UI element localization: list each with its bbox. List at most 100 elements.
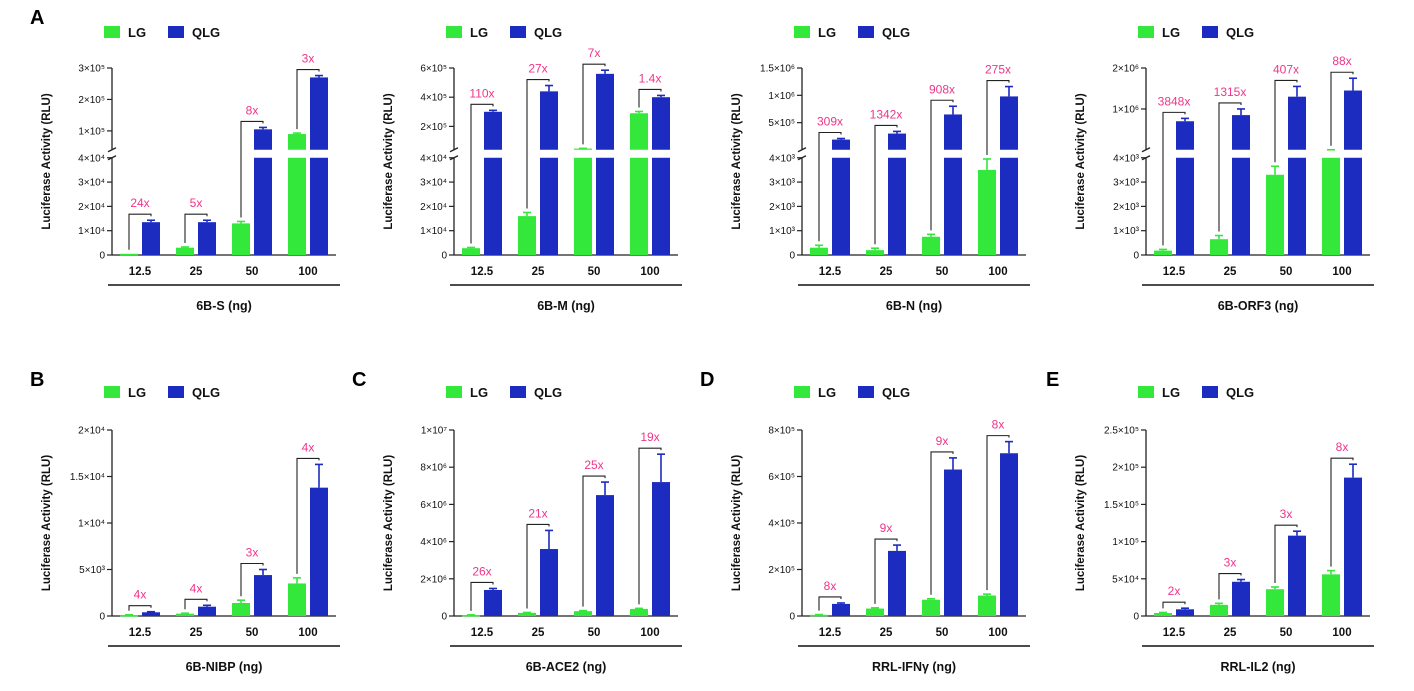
fold-bracket — [818, 131, 842, 242]
bar-qlg — [596, 73, 614, 150]
bar-qlg — [1000, 453, 1018, 616]
bar-qlg — [652, 97, 670, 150]
fold-bracket — [930, 99, 954, 231]
y-axis-title: Luciferase Activity (RLU) — [41, 93, 53, 229]
axis-break-mark — [449, 147, 459, 153]
y-tick-label: 2×10⁵ — [768, 565, 795, 576]
fold-bracket — [526, 78, 550, 209]
legend-swatch-qlg — [510, 386, 526, 398]
x-tick-label: 50 — [588, 266, 601, 278]
x-tick-label: 25 — [190, 266, 203, 278]
y-tick-label: 1×10⁵ — [78, 126, 105, 137]
y-tick-label: 2×10⁴ — [78, 202, 105, 213]
bar-qlg — [1232, 115, 1250, 150]
fold-bracket — [296, 68, 320, 130]
fold-bracket — [1274, 79, 1298, 163]
y-tick-label: 1.5×10⁶ — [760, 64, 795, 75]
bar-qlg — [1000, 96, 1018, 150]
fold-bracket — [240, 562, 264, 597]
legend-swatch-qlg — [1202, 26, 1218, 38]
panel-letter: C — [352, 369, 366, 391]
fold-bracket — [128, 213, 152, 250]
x-tick-label: 50 — [936, 627, 949, 639]
y-tick-label: 2×10⁴ — [420, 202, 447, 213]
legend-label-lg: LG — [128, 25, 146, 40]
bar-lg — [176, 247, 194, 255]
legend-label-lg: LG — [1162, 25, 1180, 40]
fold-change-label: 407x — [1273, 62, 1299, 76]
fold-change-label: 5x — [190, 196, 203, 210]
x-tick-label: 25 — [1224, 266, 1237, 278]
bar-qlg — [198, 606, 216, 616]
chart-panel: A LG QLG Luciferase Activity (RLU) 0 1×10⁴ 2×1… — [30, 7, 340, 313]
fold-bracket — [1218, 572, 1242, 600]
axis-break-mark — [797, 147, 807, 153]
bar-lg — [232, 223, 250, 255]
fold-bracket — [470, 103, 494, 244]
fold-change-label: 1315x — [1214, 85, 1247, 99]
bar-qlg — [944, 114, 962, 150]
y-axis-title: Luciferase Activity (RLU) — [1075, 93, 1087, 229]
x-tick-label: 25 — [532, 266, 545, 278]
fold-bracket — [638, 88, 662, 108]
x-tick-label: 50 — [936, 266, 949, 278]
y-tick-label: 4×10⁵ — [420, 93, 447, 104]
legend-swatch-qlg — [510, 26, 526, 38]
x-tick-label: 25 — [532, 627, 545, 639]
y-axis — [453, 430, 678, 617]
fold-bracket — [1218, 102, 1242, 232]
y-tick-label: 8×10⁵ — [768, 426, 795, 437]
fold-bracket — [874, 538, 898, 604]
x-tick-label: 12.5 — [471, 627, 494, 639]
legend-label-lg: LG — [128, 385, 146, 400]
legend-swatch-qlg — [858, 386, 874, 398]
bar-qlg — [1232, 581, 1250, 616]
bar-lg — [1210, 604, 1228, 616]
x-tick-label: 50 — [588, 627, 601, 639]
y-tick-label: 2×10⁵ — [420, 122, 447, 133]
bar-qlg — [832, 603, 850, 616]
y-tick-label: 5×10³ — [79, 565, 106, 576]
fold-bracket — [128, 605, 152, 611]
y-tick-label: 1.5×10⁴ — [70, 472, 105, 483]
panel-letter: B — [30, 369, 44, 391]
y-axis-title: Luciferase Activity (RLU) — [383, 455, 395, 591]
bar-qlg — [1288, 96, 1306, 150]
y-tick-label: 4×10³ — [1113, 153, 1140, 164]
fold-bracket — [1274, 524, 1298, 583]
y-tick-label: 2×10⁵ — [1112, 463, 1139, 474]
bar-qlg — [596, 157, 614, 255]
y-tick-label: 0 — [789, 251, 795, 262]
bar-lg — [120, 615, 138, 617]
y-tick-label: 3×10⁴ — [78, 178, 105, 189]
fold-change-label: 8x — [824, 579, 837, 593]
fold-change-label: 3848x — [1158, 94, 1191, 108]
x-tick-label: 100 — [298, 266, 317, 278]
y-tick-label: 5×10⁴ — [1112, 574, 1139, 585]
fold-bracket — [582, 63, 606, 145]
bar-lg — [574, 148, 592, 150]
bar-lg — [288, 583, 306, 616]
y-tick-label: 2×10⁵ — [78, 95, 105, 106]
bar-qlg — [254, 157, 272, 255]
bar-qlg — [310, 157, 328, 255]
bar-qlg — [1176, 121, 1194, 150]
bar-qlg — [1232, 157, 1250, 255]
y-tick-label: 3×10⁵ — [78, 64, 105, 75]
x-tick-label: 25 — [880, 266, 893, 278]
legend-label-qlg: QLG — [192, 25, 220, 40]
y-tick-label: 1.5×10⁵ — [1104, 500, 1139, 511]
x-tick-label: 25 — [880, 627, 893, 639]
fold-change-label: 26x — [472, 564, 491, 578]
x-tick-label: 25 — [1224, 627, 1237, 639]
bar-qlg — [1288, 535, 1306, 616]
bar-lg — [120, 253, 138, 256]
y-axis-title: Luciferase Activity (RLU) — [731, 93, 743, 229]
bar-qlg — [652, 157, 670, 255]
y-tick-label: 3×10³ — [1113, 178, 1140, 189]
bar-qlg — [142, 222, 160, 255]
bar-qlg — [310, 487, 328, 616]
legend-label-qlg: QLG — [534, 385, 562, 400]
fold-bracket — [470, 581, 494, 611]
bar-qlg — [596, 495, 614, 616]
